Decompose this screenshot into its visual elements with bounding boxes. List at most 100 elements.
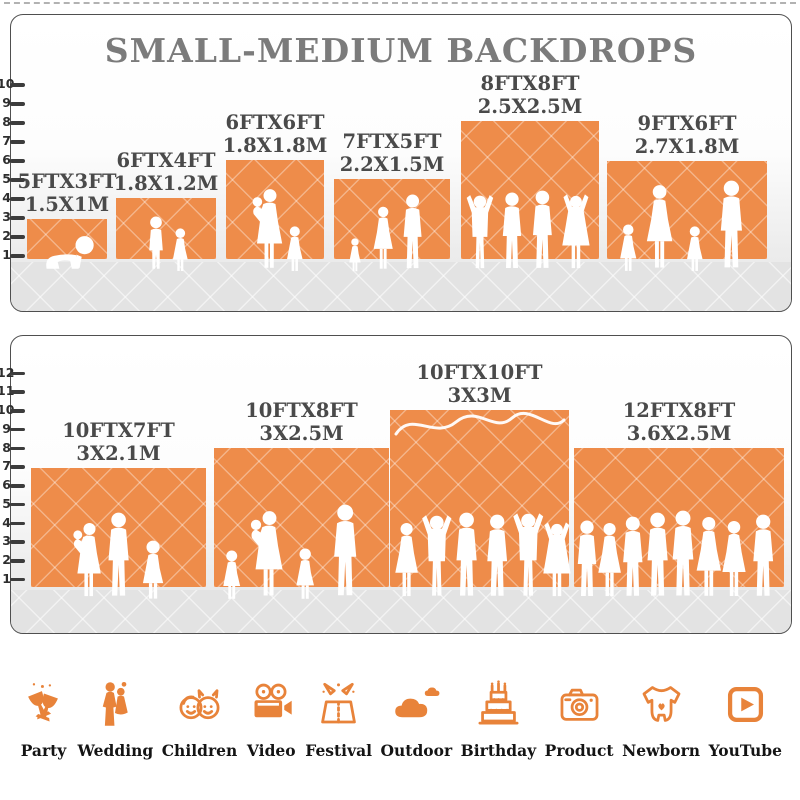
ruler-number: 11 [0, 383, 14, 399]
backdrop-bar [390, 410, 571, 597]
manUp-silhouette [462, 194, 498, 272]
ruler-tick-mark [10, 121, 25, 125]
ruler-tick-mark [10, 521, 25, 526]
girl-silhouette [170, 228, 191, 272]
girl-silhouette [284, 226, 306, 272]
size-ft-text: 10FTX10FT [416, 361, 543, 384]
category-row: Party Wedding Children Video Festival Outdoor… [18, 656, 782, 760]
womanUp-silhouette [558, 194, 594, 272]
category-label: Birthday [460, 741, 537, 760]
ruler-tick-mark [10, 254, 25, 258]
woman-silhouette [391, 522, 422, 600]
size-ft-text: 6FTX6FT [225, 111, 325, 134]
backdrop-size-label: 12FTX8FT 3.6X2.5M [623, 399, 736, 445]
category-party: Party [18, 656, 69, 760]
category-product: Product [545, 656, 614, 760]
wedding-icon [102, 681, 128, 726]
panel-floor [11, 262, 791, 311]
children-icon-wrap [174, 679, 225, 734]
ruler-tick-mark [10, 465, 25, 469]
backdrop-size-label: 9FTX6FT 2.7X1.8M [635, 112, 740, 158]
size-ft-text: 6FTX4FT [116, 149, 216, 172]
ruler-number: 12 [0, 364, 14, 380]
backdrop-size-label: 6FTX4FT 1.8X1.2M [114, 149, 219, 195]
ruler-number: 7 [2, 133, 11, 148]
party-icon-wrap [18, 679, 69, 734]
ruler-number: 1 [2, 570, 11, 586]
man-silhouette [713, 180, 750, 272]
category-festival: Festival [305, 656, 372, 760]
script-decoration [390, 410, 569, 448]
size-ft-text: 7FTX5FT [342, 130, 442, 153]
ruler-tick-mark [10, 178, 25, 182]
size-m-text: 2.2X1.5M [339, 153, 445, 176]
girl-silhouette [139, 540, 167, 600]
backdrop-size-label: 6FTX6FT 1.8X1.8M [223, 111, 328, 157]
children-icon [179, 689, 220, 720]
size-m-text: 1.5X1M [24, 193, 110, 216]
product-icon [560, 688, 599, 721]
backdrop-bar [607, 161, 767, 271]
ruler-tick-mark [10, 83, 25, 87]
backdrop-bar [27, 219, 107, 269]
ruler-tick-mark [10, 159, 25, 163]
size-m-text: 1.8X1.2M [113, 172, 219, 195]
backdrop-bar [334, 179, 450, 272]
category-birthday: Birthday [461, 656, 536, 760]
category-label: Product [544, 741, 614, 760]
size-ft-text: 10FTX8FT [245, 399, 358, 422]
womanBaby-silhouette [70, 522, 104, 600]
size-ft-text: 5FTX3FT [17, 170, 117, 193]
ruler-tick-mark [10, 409, 25, 413]
ruler-tick-mark [10, 446, 25, 451]
newborn-icon [642, 686, 680, 722]
girl-silhouette [220, 550, 243, 600]
woman-silhouette [692, 516, 726, 600]
manUp-silhouette [417, 514, 457, 600]
ruler-number: 4 [2, 190, 11, 205]
panel-medium-large: 10FTX7FT 3X2.1M 10FTX8FT 3X2.5M 10FTX10FT 3X3… [10, 335, 792, 634]
backdrop-bar [226, 160, 324, 271]
category-label: Children [161, 741, 238, 760]
man-silhouette [746, 514, 780, 600]
ruler-tick-mark [10, 140, 25, 144]
boy-silhouette [144, 216, 168, 272]
ruler-number: 10 [0, 402, 14, 417]
ruler-tick-mark [10, 540, 25, 544]
backdrop-size-label: 8FTX8FT 2.5X2.5M [478, 72, 583, 118]
ruler-number: 2 [2, 228, 11, 243]
top-edge-dashed-line [4, 2, 796, 4]
size-m-text: 3X3M [447, 384, 512, 407]
girl-silhouette [684, 226, 706, 272]
womanBaby-silhouette [247, 510, 287, 600]
man-silhouette [665, 510, 701, 600]
size-m-text: 1.8X1.8M [222, 134, 328, 157]
ruler-number: 5 [2, 495, 11, 511]
backdrop-bar [574, 448, 784, 597]
category-wedding: Wedding [78, 656, 153, 760]
ruler-tick-mark [10, 559, 25, 563]
baby-silhouette [40, 234, 98, 272]
category-children: Children [161, 656, 238, 760]
backdrop-size-label: 10FTX10FT 3X3M [416, 361, 542, 407]
video-icon-wrap [246, 679, 297, 734]
festival-icon-wrap [313, 679, 364, 734]
party-icon [28, 683, 58, 722]
girl-silhouette [617, 224, 640, 272]
ruler-tick-mark [10, 216, 25, 220]
ruler-number: 8 [2, 114, 11, 129]
ruler-number: 1 [2, 247, 11, 262]
category-label: Party [20, 741, 67, 760]
man-silhouette [496, 192, 528, 272]
ruler-number: 8 [2, 439, 11, 455]
size-m-text: 3X2.5M [259, 422, 344, 445]
size-ft-text: 12FTX8FT [622, 399, 736, 422]
girl-silhouette [293, 548, 317, 600]
category-newborn: Newborn [622, 656, 700, 760]
woman-silhouette [642, 184, 677, 272]
size-m-text: 3.6X2.5M [626, 422, 732, 445]
category-video: Video [246, 656, 297, 760]
size-ft-text: 10FTX7FT [62, 419, 175, 442]
youtube-icon [727, 686, 763, 723]
